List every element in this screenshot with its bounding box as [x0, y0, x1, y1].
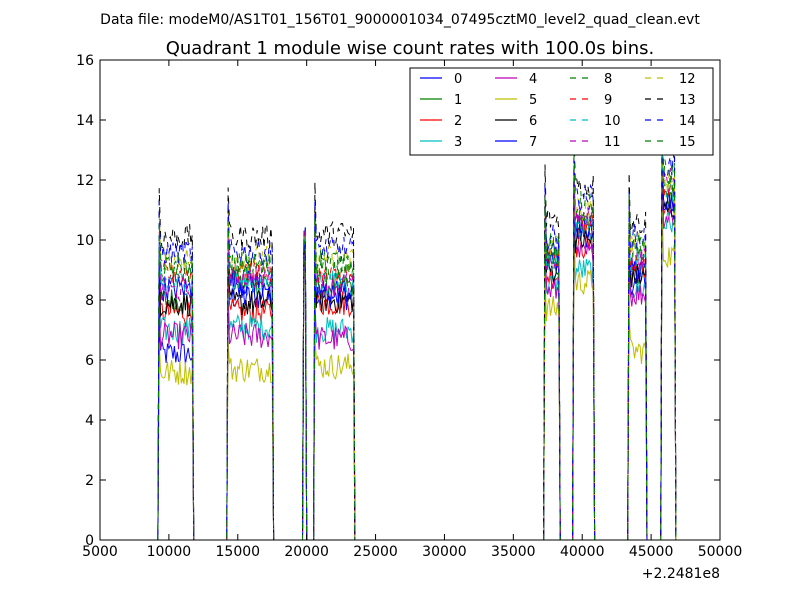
- legend-label-4: 4: [529, 72, 537, 87]
- legend-label-5: 5: [529, 93, 537, 108]
- x-tick-label: 45000: [629, 544, 674, 560]
- x-tick-label: 20000: [284, 544, 329, 560]
- legend-label-15: 15: [679, 135, 696, 150]
- legend-label-1: 1: [454, 93, 462, 108]
- x-tick-label: 50000: [698, 544, 743, 560]
- legend-label-11: 11: [604, 135, 621, 150]
- x-tick-label: 5000: [82, 544, 118, 560]
- x-axis-offset-label: +2.2481e8: [642, 566, 720, 582]
- legend-label-7: 7: [529, 135, 537, 150]
- legend-label-14: 14: [679, 114, 696, 129]
- series-line-14: [156, 100, 677, 541]
- x-tick-label: 10000: [147, 544, 192, 560]
- legend-label-12: 12: [679, 72, 696, 87]
- legend-label-6: 6: [529, 114, 537, 129]
- x-tick-label: 35000: [491, 544, 536, 560]
- legend-label-0: 0: [454, 72, 462, 87]
- legend-label-2: 2: [454, 114, 462, 129]
- series-line-11: [156, 119, 677, 541]
- y-tick-label: 16: [76, 53, 94, 69]
- y-tick-label: 8: [85, 293, 94, 309]
- y-tick-label: 14: [76, 113, 94, 129]
- y-tick-label: 0: [85, 533, 94, 549]
- y-tick-label: 12: [76, 173, 94, 189]
- y-tick-label: 4: [85, 413, 94, 429]
- y-tick-label: 6: [85, 353, 94, 369]
- legend-label-3: 3: [454, 135, 462, 150]
- legend-label-9: 9: [604, 93, 612, 108]
- legend-label-10: 10: [604, 114, 621, 129]
- series-line-15: [156, 110, 677, 541]
- x-tick-label: 25000: [353, 544, 398, 560]
- x-tick-label: 40000: [560, 544, 605, 560]
- series-line-9: [156, 135, 677, 541]
- x-tick-label: 15000: [216, 544, 261, 560]
- chart-title: Quadrant 1 module wise count rates with …: [166, 38, 655, 59]
- series-lines: [156, 70, 677, 541]
- x-axis: 5000 10000 15000 20000 25000 30000 35000 40000 4…: [82, 60, 742, 560]
- figure-suptitle: Data file: modeM0/AS1T01_156T01_90000010…: [100, 12, 700, 28]
- legend-label-13: 13: [679, 93, 696, 108]
- legend-label-8: 8: [604, 72, 612, 87]
- y-tick-label: 10: [76, 233, 94, 249]
- x-tick-label: 30000: [422, 544, 467, 560]
- y-tick-label: 2: [85, 473, 94, 489]
